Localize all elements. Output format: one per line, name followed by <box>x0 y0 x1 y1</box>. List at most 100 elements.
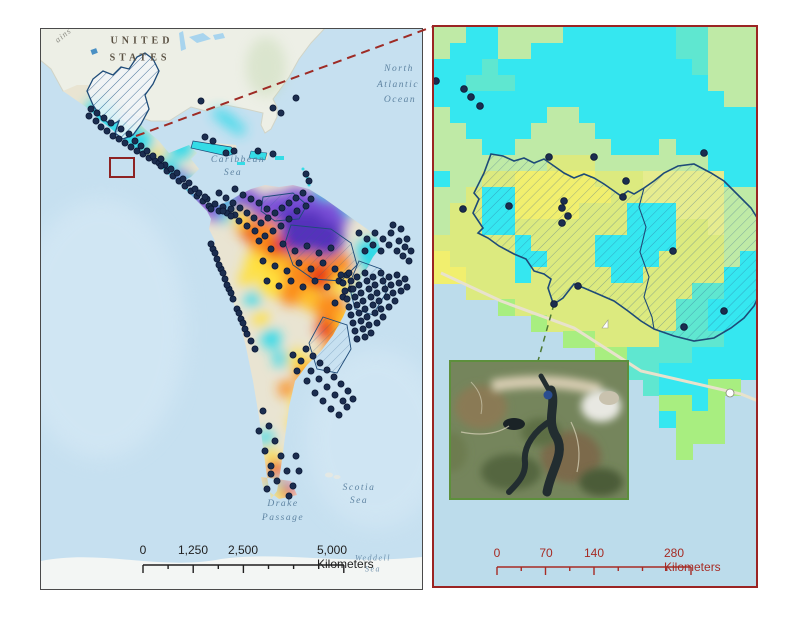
map-point <box>295 467 303 475</box>
raster-cell <box>450 59 468 76</box>
map-point <box>257 219 265 227</box>
map-point <box>355 309 363 317</box>
map-point <box>292 194 300 202</box>
raster-cell <box>739 75 756 92</box>
raster-cell <box>595 75 612 92</box>
raster-cell <box>691 43 709 60</box>
satellite-image <box>451 362 627 498</box>
map-point <box>389 221 397 229</box>
map-point <box>367 329 375 337</box>
raster-cell <box>643 43 661 60</box>
map-point <box>353 301 361 309</box>
raster-cell <box>707 347 725 364</box>
raster-cell <box>739 107 756 124</box>
map-point <box>369 301 377 309</box>
raster-cell <box>675 43 693 60</box>
map-point <box>227 212 235 220</box>
raster-cell <box>514 27 532 44</box>
raster-cell <box>498 43 516 60</box>
raster-cell <box>659 139 677 156</box>
raster-cell <box>546 91 564 108</box>
map-point <box>285 492 293 500</box>
raster-cell <box>450 187 468 204</box>
raster-cell <box>707 363 725 380</box>
map-point <box>369 273 377 281</box>
map-point <box>227 205 235 213</box>
raster-cell <box>450 27 468 44</box>
map-point <box>239 191 247 199</box>
map-point <box>236 204 244 212</box>
map-point <box>223 281 231 289</box>
raster-cell <box>707 75 725 92</box>
raster-blob <box>233 123 245 135</box>
raster-cell <box>498 107 516 124</box>
map-point <box>307 367 315 375</box>
raster-cell <box>643 139 661 156</box>
raster-cell <box>627 59 645 76</box>
raster-cell <box>723 91 741 108</box>
raster-cell <box>691 363 709 380</box>
map-point <box>395 279 403 287</box>
map-point <box>375 297 383 305</box>
map-point <box>251 345 259 353</box>
raster-cell <box>627 155 645 172</box>
map-point <box>269 150 277 158</box>
map-point <box>195 189 203 197</box>
island-falklands <box>325 472 333 478</box>
raster-blob <box>257 270 285 298</box>
raster-cell <box>578 75 596 92</box>
raster-cell <box>498 27 516 44</box>
map-point <box>385 303 393 311</box>
map-point <box>93 109 101 117</box>
map-point <box>215 189 223 197</box>
raster-cell <box>498 267 516 284</box>
map-point <box>299 283 307 291</box>
map-point <box>87 105 95 113</box>
raster-cell <box>434 91 451 108</box>
island-raster <box>213 108 245 135</box>
map-point <box>315 249 323 257</box>
raster-cell <box>578 107 596 124</box>
raster-cell <box>434 251 451 268</box>
raster-cell <box>723 171 741 188</box>
raster-cell <box>434 235 451 252</box>
raster-cell <box>595 123 612 140</box>
raster-cell <box>482 267 500 284</box>
map-point <box>339 397 347 405</box>
map-point <box>302 202 310 210</box>
raster-blob <box>291 394 311 414</box>
subbasin-divide <box>638 187 655 330</box>
map-point <box>185 179 193 187</box>
map-point <box>373 319 381 327</box>
raster-cell <box>482 43 500 60</box>
raster-cell <box>707 395 725 412</box>
map-point <box>347 277 355 285</box>
coastline <box>440 271 756 402</box>
map-point <box>669 247 677 255</box>
map-point <box>207 240 215 248</box>
map-point <box>201 133 209 141</box>
map-point <box>361 305 369 313</box>
scalebar-tick-label: 0 <box>139 543 147 557</box>
map-point <box>680 323 688 331</box>
map-point <box>315 375 323 383</box>
map-point <box>267 462 275 470</box>
raster-cell <box>723 43 741 60</box>
raster-cell <box>691 427 709 444</box>
map-point <box>363 235 371 243</box>
scalebar-bar <box>142 564 345 573</box>
raster-cell <box>530 43 548 60</box>
boat-marker <box>601 319 609 329</box>
map-point <box>277 452 285 460</box>
raster-cell <box>482 139 500 156</box>
detail-map-art <box>434 77 756 402</box>
raster-cell <box>514 75 532 92</box>
map-point <box>349 285 357 293</box>
raster-cell <box>659 59 677 76</box>
map-point <box>391 297 399 305</box>
map-point <box>401 275 409 283</box>
map-point <box>157 162 165 170</box>
map-point <box>255 427 263 435</box>
raster-blob <box>245 291 261 307</box>
map-point <box>143 147 151 155</box>
